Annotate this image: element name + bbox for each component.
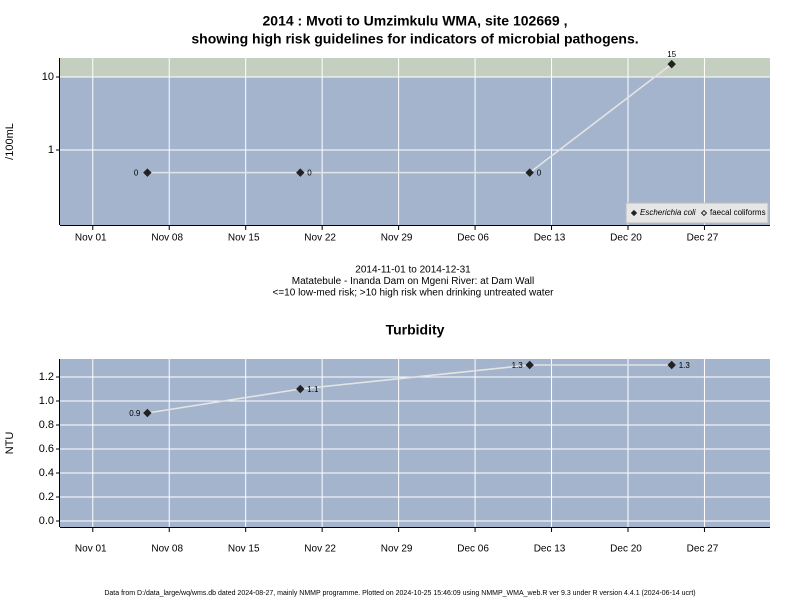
y-tick-label: 0.6 [39, 443, 54, 455]
data-label: 0 [134, 169, 139, 178]
data-point [667, 59, 676, 69]
x-tick-label: Nov 29 [381, 544, 413, 555]
x-tick-label: Nov 22 [304, 544, 336, 555]
x-tick-label: Dec 20 [610, 544, 642, 555]
x-tick-label: Dec 27 [687, 544, 719, 555]
legend-box [625, 202, 769, 224]
data-point [667, 360, 676, 370]
legend-label: faecal coliforms [710, 208, 766, 217]
x-tick-label: Dec 06 [457, 544, 489, 555]
y-tick-label: 1.0 [39, 395, 54, 407]
x-tick-label: Nov 15 [228, 544, 260, 555]
data-point [525, 168, 534, 177]
x-tick-label: Dec 20 [610, 233, 642, 244]
data-point [296, 384, 305, 394]
plot-background [60, 359, 770, 527]
x-tick-label: Dec 13 [534, 544, 566, 555]
high-risk-band [60, 58, 770, 77]
x-tick-label: Dec 06 [457, 233, 489, 244]
legend-marker [630, 209, 638, 217]
x-tick-label: Nov 01 [75, 233, 107, 244]
plot-background [60, 58, 770, 225]
chart-title: 2014 : Mvoti to Umzimkulu WMA, site 1026… [263, 13, 568, 29]
x-tick-label: Nov 29 [381, 233, 413, 244]
subtitle: Matatebule - Inanda Dam on Mgeni River: … [292, 276, 535, 287]
data-label: 1.1 [307, 385, 319, 394]
data-point [525, 360, 534, 370]
y-tick-label: 0.0 [39, 515, 54, 527]
y-axis-label: /100mL [4, 123, 16, 160]
subtitle: 2014-11-01 to 2014-12-31 [355, 265, 471, 276]
subtitle: <=10 low-med risk; >10 high risk when dr… [273, 288, 555, 299]
data-label: 0 [537, 169, 542, 178]
chart-title: showing high risk guidelines for indicat… [191, 31, 638, 47]
x-tick-label: Dec 13 [534, 233, 566, 244]
data-label: 1.3 [512, 361, 524, 370]
series-line [147, 63, 673, 174]
data-label: 0.9 [129, 409, 141, 418]
y-tick-label: 1 [48, 144, 54, 156]
y-tick-label: 10 [42, 71, 54, 83]
legend-marker [700, 209, 708, 217]
data-label: 0 [307, 169, 312, 178]
chart-title: Turbidity [386, 322, 445, 338]
x-tick-label: Dec 27 [687, 233, 719, 244]
footer: Data from D:/data_large/wq/wms.db dated … [104, 590, 695, 597]
x-tick-label: Nov 08 [151, 233, 183, 244]
y-tick-label: 0.8 [39, 419, 54, 431]
data-label: 1.3 [679, 361, 691, 370]
data-point [143, 168, 152, 177]
data-point [143, 408, 152, 418]
legend-label: Escherichia coli [640, 208, 696, 217]
y-tick-label: 0.4 [39, 467, 54, 479]
data-label: 15 [667, 50, 676, 59]
x-tick-label: Nov 22 [304, 233, 336, 244]
y-tick-label: 0.2 [39, 491, 54, 503]
series-line [147, 364, 672, 414]
x-tick-label: Nov 08 [151, 544, 183, 555]
x-tick-label: Nov 15 [228, 233, 260, 244]
x-tick-label: Nov 01 [75, 544, 107, 555]
y-axis-label: NTU [4, 432, 16, 455]
y-tick-label: 1.2 [39, 371, 54, 383]
data-point [296, 168, 305, 177]
